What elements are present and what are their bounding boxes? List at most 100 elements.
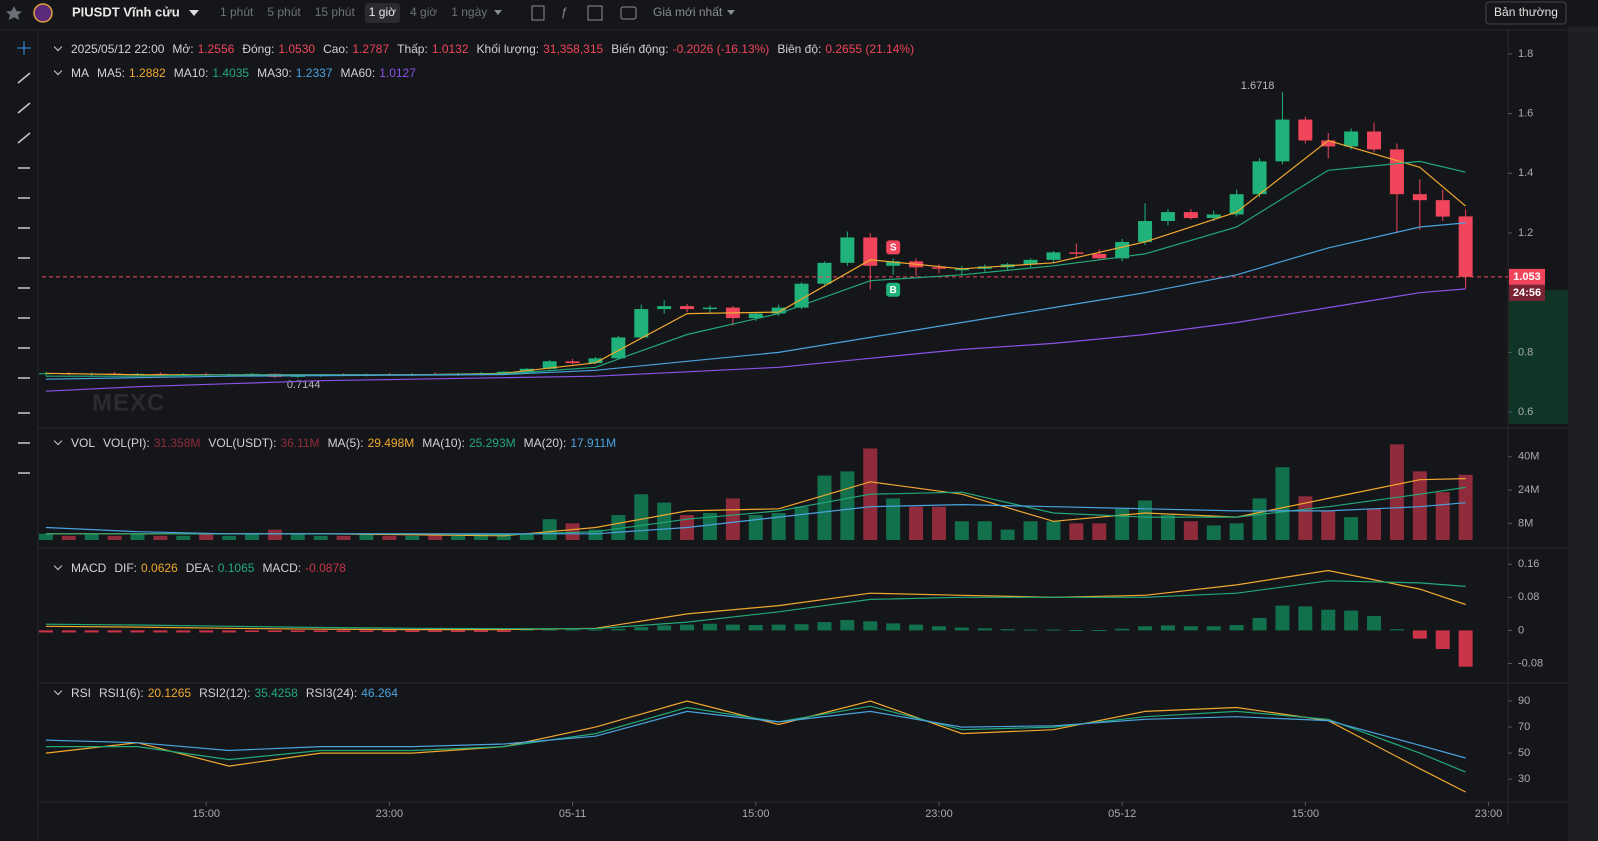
ohlc-label: Biến động: bbox=[611, 42, 669, 56]
side-strip bbox=[1568, 26, 1598, 841]
candle-body bbox=[565, 361, 580, 364]
candle-body bbox=[1138, 221, 1153, 242]
watermark: MEXC bbox=[92, 389, 165, 416]
ohlc-label: Khối lượng: bbox=[476, 42, 540, 56]
camera-icon[interactable] bbox=[620, 6, 637, 20]
volume-bar bbox=[1183, 521, 1198, 540]
mode-button[interactable] bbox=[1485, 1, 1567, 25]
y-tick-label: 0 bbox=[1518, 624, 1524, 636]
interval[interactable]: 5 phút bbox=[267, 5, 301, 19]
legend-label: DIF: bbox=[114, 561, 138, 575]
candle-body bbox=[611, 337, 626, 359]
volume-bar bbox=[931, 506, 946, 540]
legend-label: MA30: bbox=[257, 66, 292, 80]
interval[interactable]: 1 phút bbox=[220, 5, 254, 19]
caret[interactable] bbox=[494, 10, 502, 15]
macd-bar bbox=[840, 620, 855, 631]
candle-icon[interactable] bbox=[531, 5, 545, 21]
candle-body bbox=[1435, 200, 1450, 217]
candle-body bbox=[634, 309, 649, 338]
macd-bar bbox=[1115, 628, 1130, 631]
macd-bar bbox=[657, 625, 672, 631]
star-icon[interactable] bbox=[6, 6, 22, 20]
macd-bar bbox=[199, 630, 214, 633]
fx-icon[interactable]: ƒ bbox=[561, 5, 568, 19]
interval[interactable]: 1 ngày bbox=[451, 5, 487, 19]
legend-value: 1.2337 bbox=[295, 66, 333, 80]
signal-label: B bbox=[890, 285, 897, 296]
caret[interactable] bbox=[727, 10, 735, 15]
macd-bar bbox=[1275, 605, 1290, 631]
macd-bar bbox=[909, 624, 924, 631]
volume-bar bbox=[1046, 521, 1061, 540]
interval[interactable]: 4 giờ bbox=[410, 5, 437, 19]
macd-bar bbox=[542, 629, 557, 631]
indicator-line bbox=[45, 700, 1466, 793]
macd-bar bbox=[588, 629, 603, 631]
candle-body bbox=[1389, 149, 1404, 195]
legend-label: RSI2(12): bbox=[199, 686, 251, 700]
tool-icon bbox=[17, 132, 31, 144]
volume-bar bbox=[405, 535, 420, 540]
candle-body bbox=[771, 307, 786, 314]
mode-label[interactable]: Bản thường bbox=[1494, 5, 1558, 19]
volume-bar bbox=[748, 515, 763, 540]
ohlc-value: 0.2655 (21.14%) bbox=[825, 42, 915, 56]
macd-bar bbox=[267, 630, 282, 633]
legend-title: RSI bbox=[71, 686, 92, 700]
legend-label: VOL(PI): bbox=[103, 436, 150, 450]
legend-value: 29.498M bbox=[367, 436, 415, 450]
macd-bar bbox=[771, 624, 786, 631]
interval[interactable]: 1 giờ bbox=[369, 5, 396, 19]
x-tick-label: 05-11 bbox=[559, 808, 586, 820]
macd-bar bbox=[1160, 625, 1175, 631]
macd-bar bbox=[702, 623, 717, 631]
candle-body bbox=[1160, 212, 1175, 222]
macd-bar bbox=[1298, 606, 1313, 631]
legend-label: DEA: bbox=[185, 561, 214, 575]
volume-bar bbox=[1367, 508, 1382, 540]
volume-bar bbox=[290, 533, 305, 540]
x-tick-label: 23:00 bbox=[1475, 808, 1503, 820]
macd-bar bbox=[290, 630, 305, 633]
y-tick-label: 8M bbox=[1518, 517, 1533, 529]
caret[interactable] bbox=[189, 10, 199, 16]
macd-bar bbox=[1367, 615, 1382, 631]
candle-body bbox=[702, 307, 717, 310]
candle-body bbox=[1046, 252, 1061, 260]
interval[interactable]: 15 phút bbox=[315, 5, 356, 19]
coin-logo bbox=[33, 3, 53, 23]
candle-body bbox=[886, 261, 901, 266]
macd-bar bbox=[130, 630, 145, 633]
layout-icon[interactable] bbox=[587, 5, 603, 21]
volume-bar bbox=[1160, 515, 1175, 540]
macd-bar bbox=[428, 630, 443, 633]
price-type[interactable]: Giá mới nhất bbox=[653, 5, 723, 19]
macd-bar bbox=[1000, 629, 1015, 631]
legend-label: MACD: bbox=[262, 561, 302, 575]
volume-bar bbox=[1092, 523, 1107, 540]
legend-label: MA(20): bbox=[523, 436, 567, 450]
y-tick-label: 1.8 bbox=[1518, 48, 1533, 60]
macd-bar bbox=[61, 630, 76, 633]
volume-bar bbox=[1000, 529, 1015, 540]
macd-bar bbox=[748, 625, 763, 631]
volume-bar bbox=[977, 521, 992, 540]
macd-bar bbox=[1389, 629, 1404, 631]
interval-active bbox=[364, 3, 401, 23]
indicator-line bbox=[45, 502, 1466, 535]
y-tick-label: 40M bbox=[1518, 451, 1539, 463]
indicator-line bbox=[45, 288, 1466, 392]
ohlc-value: 1.2556 bbox=[197, 42, 235, 56]
volume-bar bbox=[657, 502, 672, 540]
volume-bar bbox=[244, 533, 259, 540]
macd-bar bbox=[1458, 630, 1473, 667]
symbol[interactable]: PIUSDT Vĩnh cửu bbox=[72, 4, 180, 19]
candle-body bbox=[954, 268, 969, 271]
ohlc-value: -0.2026 (-16.13%) bbox=[672, 42, 770, 56]
legend-value: 1.4035 bbox=[212, 66, 250, 80]
legend-value: 1.0127 bbox=[379, 66, 416, 80]
volume-bar bbox=[176, 535, 191, 540]
macd-bar bbox=[153, 630, 168, 633]
macd-legend: MACD DIF: 0.0626 DEA: 0.1065 MACD: -0.0878 bbox=[53, 561, 354, 575]
